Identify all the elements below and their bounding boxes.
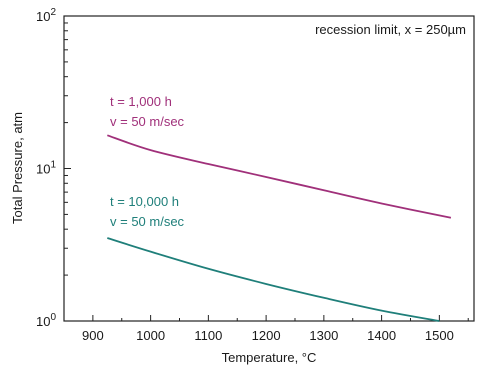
x-axis-title: Temperature, °C (222, 350, 317, 365)
series-2-label-line2: v = 50 m/sec (110, 214, 185, 229)
y-axis-title: Total Pressure, atm (10, 112, 25, 224)
x-tick-label: 1100 (194, 328, 222, 343)
series-2-label-line1: t = 10,000 h (110, 194, 179, 209)
y-tick-label: 101 (36, 160, 56, 177)
series-group (107, 134, 452, 322)
x-tick-label: 1200 (252, 328, 281, 343)
x-tick-label: 1000 (136, 328, 165, 343)
x-tick-label: 900 (82, 328, 104, 343)
x-tick-label: 1300 (309, 328, 338, 343)
x-tick-label: 1500 (425, 328, 454, 343)
annotation-recession-limit: recession limit, x = 250µm (315, 22, 466, 37)
y-tick-label: 102 (36, 7, 56, 24)
x-tick-label: 1400 (367, 328, 396, 343)
y-tick-label: 100 (36, 312, 56, 329)
series-line-2 (107, 237, 440, 322)
x-axis: 900 1000 1100 1200 1300 1400 1500 (82, 315, 469, 343)
series-line-1 (107, 134, 452, 219)
plot-frame (63, 15, 475, 322)
y-axis: 100 101 102 (36, 7, 71, 329)
series-1-label-line2: v = 50 m/sec (110, 114, 185, 129)
series-1-label-line1: t = 1,000 h (110, 94, 172, 109)
